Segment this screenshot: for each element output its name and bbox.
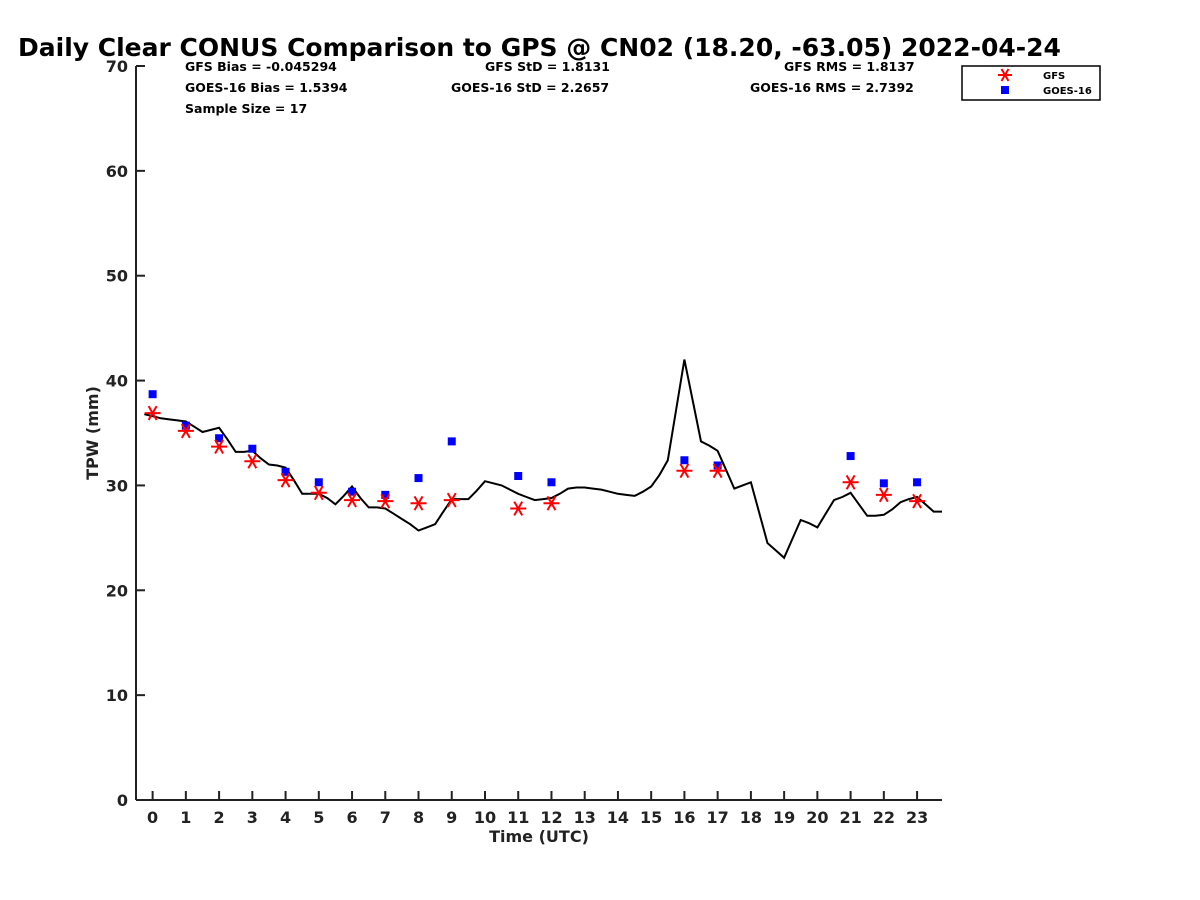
y-tick-label: 60 (106, 162, 128, 181)
gps-series-line (144, 359, 942, 560)
legend-gfs-marker (998, 68, 1012, 82)
x-tick-label: 17 (707, 808, 729, 827)
y-ticks: 0 10 20 30 40 50 60 70 (106, 57, 145, 810)
x-axis-label: Time (UTC) (489, 827, 589, 846)
goes-point (314, 478, 323, 487)
goes-point (680, 456, 689, 465)
gfs-point (709, 463, 726, 479)
x-tick-label: 10 (474, 808, 496, 827)
x-tick-label: 9 (446, 808, 457, 827)
gfs-std-text: GFS StD = 1.8131 (485, 59, 610, 74)
goes-point (281, 467, 290, 476)
chart-title: Daily Clear CONUS Comparison to GPS @ CN… (18, 33, 1061, 62)
y-tick-label: 30 (106, 476, 128, 495)
sample-size-text: Sample Size = 17 (185, 101, 307, 116)
gfs-point (377, 493, 394, 509)
x-tick-label: 1 (180, 808, 191, 827)
gfs-rms-text: GFS RMS = 1.8137 (784, 59, 915, 74)
goes-point (913, 478, 922, 487)
gfs-point (875, 487, 892, 503)
x-tick-label: 20 (806, 808, 828, 827)
x-tick-label: 7 (380, 808, 391, 827)
gfs-point (410, 495, 427, 511)
y-tick-label: 50 (106, 267, 128, 286)
legend-box (961, 65, 1101, 101)
gfs-point (909, 493, 926, 509)
gfs-point (244, 453, 261, 469)
goes-point (381, 490, 390, 499)
x-tick-label: 19 (773, 808, 795, 827)
y-tick-label: 0 (117, 791, 128, 810)
goes-point (348, 487, 357, 496)
gfs-point (211, 439, 228, 455)
x-ticks: 0 1 2 3 4 5 6 7 8 9 10 11 12 13 14 15 16 17 18 19 20 21 22 23 (147, 791, 928, 827)
gfs-point (676, 463, 693, 479)
goes-point (148, 390, 157, 399)
legend: GFS GOES-16 (961, 65, 1101, 101)
gfs-point (144, 405, 161, 421)
x-tick-label: 21 (839, 808, 861, 827)
gfs-point (543, 495, 560, 511)
gfs-bias-text: GFS Bias = -0.045294 (185, 59, 337, 74)
x-tick-label: 2 (214, 808, 225, 827)
gfs-point (443, 492, 460, 508)
x-tick-label: 5 (313, 808, 324, 827)
gfs-point (177, 423, 194, 439)
x-tick-label: 22 (873, 808, 895, 827)
goes-std-text: GOES-16 StD = 2.2657 (451, 80, 609, 95)
goes-point (181, 421, 190, 430)
x-tick-label: 11 (507, 808, 529, 827)
legend-gfs-label: GFS (1043, 71, 1065, 82)
x-tick-label: 14 (607, 808, 629, 827)
goes-point (879, 479, 888, 488)
y-axis-label: TPW (mm) (83, 386, 102, 480)
legend-goes-label: GOES-16 (1043, 86, 1092, 97)
x-tick-label: 12 (540, 808, 562, 827)
goes-point (215, 434, 224, 443)
y-tick-label: 70 (106, 57, 128, 76)
goes-point (846, 452, 855, 461)
gfs-point (310, 485, 327, 501)
y-tick-label: 40 (106, 372, 128, 391)
x-tick-label: 15 (640, 808, 662, 827)
series-layer (144, 359, 942, 560)
goes-point (547, 478, 556, 487)
x-tick-label: 3 (247, 808, 258, 827)
x-tick-label: 18 (740, 808, 762, 827)
goes-point (713, 461, 722, 470)
y-tick-label: 10 (106, 686, 128, 705)
x-tick-label: 16 (673, 808, 695, 827)
goes-rms-text: GOES-16 RMS = 2.7392 (750, 80, 914, 95)
x-tick-label: 23 (906, 808, 928, 827)
gfs-point (344, 492, 361, 508)
gfs-point (842, 474, 859, 490)
goes-bias-text: GOES-16 Bias = 1.5394 (185, 80, 348, 95)
x-tick-label: 0 (147, 808, 158, 827)
goes-point (414, 474, 423, 483)
x-tick-label: 13 (574, 808, 596, 827)
gfs-point (510, 501, 527, 516)
legend-goes-marker (1001, 86, 1009, 94)
x-tick-label: 8 (413, 808, 424, 827)
goes-point (447, 437, 456, 446)
goes-point (248, 444, 257, 453)
gfs-point (277, 472, 294, 488)
x-tick-label: 6 (346, 808, 357, 827)
y-tick-label: 20 (106, 581, 128, 600)
x-tick-label: 4 (280, 808, 291, 827)
goes-point (514, 471, 523, 480)
